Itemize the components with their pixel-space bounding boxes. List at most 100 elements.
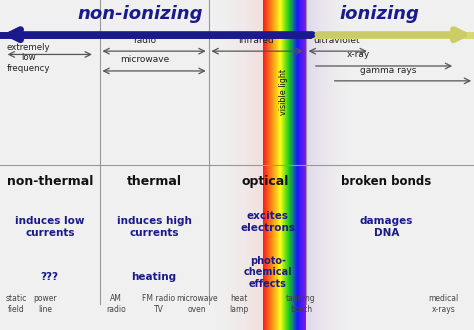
Bar: [253, 0, 254, 330]
Bar: [231, 0, 232, 330]
Bar: [259, 0, 260, 330]
Bar: [226, 0, 227, 330]
Bar: [215, 0, 216, 330]
Bar: [352, 0, 353, 330]
Text: medical
x-rays: medical x-rays: [428, 294, 458, 314]
Bar: [314, 0, 315, 330]
Text: visible light: visible light: [279, 69, 288, 116]
Bar: [333, 0, 334, 330]
Text: heat
lamp: heat lamp: [230, 294, 249, 314]
Bar: [249, 0, 250, 330]
Bar: [336, 0, 337, 330]
Bar: [228, 0, 229, 330]
Bar: [342, 0, 343, 330]
Bar: [234, 0, 235, 330]
Bar: [236, 0, 237, 330]
Bar: [255, 0, 256, 330]
Bar: [224, 0, 225, 330]
Text: induces low
currents: induces low currents: [15, 216, 84, 238]
Text: AM
radio: AM radio: [106, 294, 126, 314]
Bar: [345, 0, 346, 330]
Text: thermal: thermal: [127, 175, 182, 188]
Text: ???: ???: [41, 272, 59, 282]
Bar: [209, 0, 210, 330]
Bar: [254, 0, 255, 330]
Bar: [218, 0, 219, 330]
Bar: [320, 0, 321, 330]
Text: photo-
chemical
effects: photo- chemical effects: [244, 256, 292, 289]
Bar: [220, 0, 221, 330]
Bar: [343, 0, 344, 330]
Text: power
line: power line: [33, 294, 57, 314]
Text: infrared: infrared: [238, 36, 274, 45]
Text: tanning
booth: tanning booth: [286, 294, 316, 314]
Text: heating: heating: [131, 272, 177, 282]
Bar: [346, 0, 347, 330]
Bar: [250, 0, 251, 330]
Bar: [334, 0, 335, 330]
Bar: [329, 0, 330, 330]
Text: FM radio
TV: FM radio TV: [142, 294, 175, 314]
Bar: [261, 0, 262, 330]
Text: gamma rays: gamma rays: [361, 66, 417, 75]
Bar: [212, 0, 213, 330]
Bar: [244, 0, 245, 330]
Text: ionizing: ionizing: [339, 5, 419, 23]
Bar: [326, 0, 327, 330]
Bar: [248, 0, 249, 330]
Bar: [241, 0, 242, 330]
Bar: [355, 0, 356, 330]
Bar: [247, 0, 248, 330]
Text: excites
electrons: excites electrons: [240, 211, 295, 233]
Bar: [240, 0, 241, 330]
Bar: [216, 0, 217, 330]
Bar: [354, 0, 355, 330]
Bar: [319, 0, 320, 330]
Text: microwave: microwave: [120, 55, 169, 64]
Text: x-ray: x-ray: [346, 50, 370, 59]
Bar: [344, 0, 345, 330]
Bar: [307, 0, 308, 330]
Bar: [252, 0, 253, 330]
Text: extremely
low
frequency: extremely low frequency: [7, 43, 50, 73]
Bar: [238, 0, 239, 330]
Bar: [330, 0, 331, 330]
Bar: [323, 0, 324, 330]
Bar: [230, 0, 231, 330]
Bar: [227, 0, 228, 330]
Bar: [325, 0, 326, 330]
Bar: [347, 0, 348, 330]
Text: non-ionizing: non-ionizing: [77, 5, 202, 23]
Bar: [257, 0, 258, 330]
Bar: [242, 0, 243, 330]
Bar: [316, 0, 317, 330]
Bar: [312, 0, 313, 330]
Bar: [328, 0, 329, 330]
Bar: [321, 0, 322, 330]
Bar: [213, 0, 214, 330]
Text: ultraviolet: ultraviolet: [313, 36, 360, 45]
Bar: [222, 0, 223, 330]
Bar: [245, 0, 246, 330]
Text: optical: optical: [242, 175, 289, 188]
Bar: [337, 0, 338, 330]
Bar: [235, 0, 236, 330]
Bar: [229, 0, 230, 330]
Text: induces high
currents: induces high currents: [117, 216, 191, 238]
Bar: [327, 0, 328, 330]
Bar: [219, 0, 220, 330]
Bar: [320, 0, 321, 330]
Text: broken bonds: broken bonds: [341, 175, 431, 188]
Bar: [348, 0, 349, 330]
Bar: [221, 0, 222, 330]
Text: microwave
oven: microwave oven: [176, 294, 218, 314]
Bar: [214, 0, 215, 330]
Text: non-thermal: non-thermal: [7, 175, 93, 188]
Bar: [256, 0, 257, 330]
Bar: [217, 0, 218, 330]
Bar: [349, 0, 350, 330]
Bar: [338, 0, 339, 330]
Text: radio: radio: [133, 36, 156, 45]
Bar: [243, 0, 244, 330]
Bar: [233, 0, 234, 330]
